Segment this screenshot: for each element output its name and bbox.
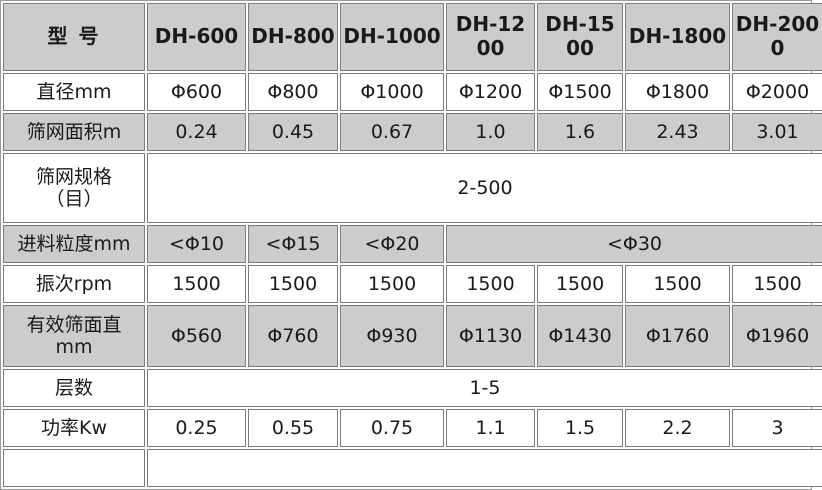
cell-value: Φ1500 (537, 73, 623, 111)
header-cell-dh600: DH-600 (147, 3, 246, 71)
table-row: 筛网规格 （目） 2-500 (3, 153, 822, 223)
cell-value: 0.55 (248, 409, 338, 447)
cell-value: Φ760 (248, 305, 338, 367)
header-cell-dh2000: DH-2000 (732, 3, 822, 71)
cell-value: Φ2000 (732, 73, 822, 111)
header-cell-dh800: DH-800 (248, 3, 338, 71)
cell-value: Φ1760 (625, 305, 730, 367)
cell-value: 1500 (732, 265, 822, 303)
table-row: 直径mm Φ600 Φ800 Φ1000 Φ1200 Φ1500 Φ1800 Φ… (3, 73, 822, 111)
cell-value: 0.67 (340, 113, 444, 151)
cell-value: Φ600 (147, 73, 246, 111)
row-label-diameter: 直径mm (3, 73, 145, 111)
cell-value: 0.25 (147, 409, 246, 447)
table-row: 进料粒度mm <Φ10 <Φ15 <Φ20 <Φ30 (3, 225, 822, 263)
table-row: 层数 1-5 (3, 369, 822, 407)
table-row: 振次rpm 1500 1500 1500 1500 1500 1500 1500 (3, 265, 822, 303)
cell-value: 3 (732, 409, 822, 447)
row-label-line2: mm (55, 336, 93, 358)
cell-value: 1500 (147, 265, 246, 303)
header-cell-model: 型 号 (3, 3, 145, 71)
header-cell-dh1500: DH-1500 (537, 3, 623, 71)
row-label-vibration-rpm: 振次rpm (3, 265, 145, 303)
table-row: 有效筛面直 mm Φ560 Φ760 Φ930 Φ1130 Φ1430 Φ176… (3, 305, 822, 367)
cell-value: 1500 (537, 265, 623, 303)
header-cell-dh1000: DH-1000 (340, 3, 444, 71)
table-body: 型 号 DH-600 DH-800 DH-1000 DH-1200 DH-150… (3, 3, 822, 487)
cell-value-merged-partial (147, 449, 822, 487)
table-row-partial (3, 449, 822, 487)
cell-value: 1500 (446, 265, 535, 303)
row-label-power: 功率Kw (3, 409, 145, 447)
row-label-mesh-spec: 筛网规格 （目） (3, 153, 145, 223)
row-label-feed-size: 进料粒度mm (3, 225, 145, 263)
cell-value: Φ800 (248, 73, 338, 111)
cell-value: 2.43 (625, 113, 730, 151)
header-cell-dh1200: DH-1200 (446, 3, 535, 71)
cell-value-merged-layers: 1-5 (147, 369, 822, 407)
cell-value: 2.2 (625, 409, 730, 447)
cell-value: Φ1800 (625, 73, 730, 111)
cell-value: 1.1 (446, 409, 535, 447)
cell-value: Φ1130 (446, 305, 535, 367)
cell-value: <Φ10 (147, 225, 246, 263)
cell-value: 1500 (625, 265, 730, 303)
cell-value: 1.0 (446, 113, 535, 151)
row-label-screen-area: 筛网面积m (3, 113, 145, 151)
row-label-partial (3, 449, 145, 487)
header-cell-dh1800: DH-1800 (625, 3, 730, 71)
table-row: 功率Kw 0.25 0.55 0.75 1.1 1.5 2.2 3 (3, 409, 822, 447)
table-header-row: 型 号 DH-600 DH-800 DH-1000 DH-1200 DH-150… (3, 3, 822, 71)
cell-value-merged-feed: <Φ30 (446, 225, 822, 263)
cell-value: <Φ15 (248, 225, 338, 263)
row-label-line1: 筛网规格 (35, 165, 112, 188)
cell-value: 1500 (248, 265, 338, 303)
cell-value: Φ1960 (732, 305, 822, 367)
cell-value: 3.01 (732, 113, 822, 151)
row-label-line1: 有效筛面直 (26, 313, 122, 336)
row-label-effective-screen-diameter: 有效筛面直 mm (3, 305, 145, 367)
cell-value: Φ930 (340, 305, 444, 367)
row-label-line2: （目） (45, 188, 103, 210)
cell-value: Φ560 (147, 305, 246, 367)
cell-value: Φ1200 (446, 73, 535, 111)
cell-value: 0.75 (340, 409, 444, 447)
cell-value: <Φ20 (340, 225, 444, 263)
cell-value-merged-mesh: 2-500 (147, 153, 822, 223)
table-row: 筛网面积m 0.24 0.45 0.67 1.0 1.6 2.43 3.01 (3, 113, 822, 151)
cell-value: 0.24 (147, 113, 246, 151)
cell-value: 0.45 (248, 113, 338, 151)
cell-value: 1.6 (537, 113, 623, 151)
cell-value: 1500 (340, 265, 444, 303)
row-label-layers: 层数 (3, 369, 145, 407)
cell-value: 1.5 (537, 409, 623, 447)
cell-value: Φ1000 (340, 73, 444, 111)
cell-value: Φ1430 (537, 305, 623, 367)
